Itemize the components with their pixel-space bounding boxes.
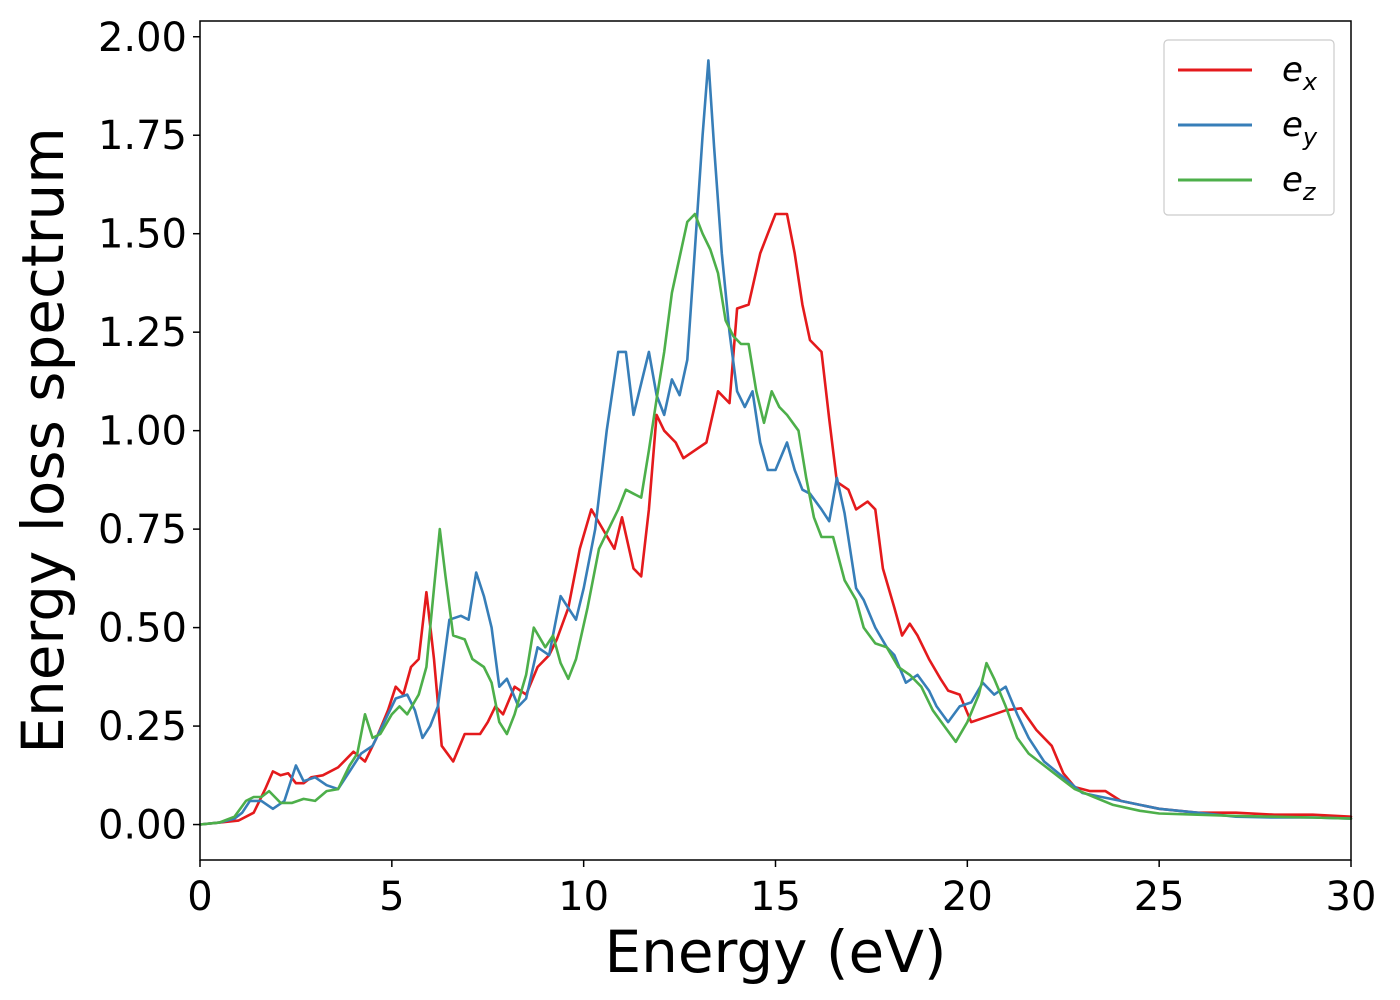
y-tick-label: 0.50 [98, 606, 187, 652]
series-line-e-x [198, 212, 1353, 826]
y-tick-label: 2.00 [98, 15, 187, 61]
x-tick-label: 25 [1134, 874, 1185, 920]
y-tick-label: 0.00 [98, 803, 187, 849]
y-tick-label: 0.25 [98, 704, 187, 750]
x-tick-label: 10 [558, 874, 609, 920]
y-axis-ticks: 0.00 0.25 0.50 0.75 1.00 1.25 1.50 1.75 2.00 [98, 15, 200, 849]
series-line-e-z [198, 212, 1353, 826]
series-line-e-y [198, 59, 1353, 826]
x-tick-label: 0 [187, 874, 212, 920]
y-axis-title: Energy loss spectrum [9, 127, 77, 753]
y-tick-label: 1.75 [98, 113, 187, 159]
x-axis-ticks: 0 5 10 15 20 25 30 [187, 860, 1376, 920]
x-tick-label: 30 [1326, 874, 1377, 920]
y-tick-label: 0.75 [98, 507, 187, 553]
series-layer [198, 59, 1353, 826]
legend-box [1163, 39, 1335, 216]
x-tick-label: 20 [942, 874, 993, 920]
x-tick-label: 15 [750, 874, 801, 920]
y-tick-label: 1.50 [98, 212, 187, 258]
y-tick-label: 1.00 [98, 409, 187, 455]
x-axis-title: Energy (eV) [604, 918, 946, 986]
y-tick-label: 1.25 [98, 310, 187, 356]
x-tick-label: 5 [379, 874, 404, 920]
